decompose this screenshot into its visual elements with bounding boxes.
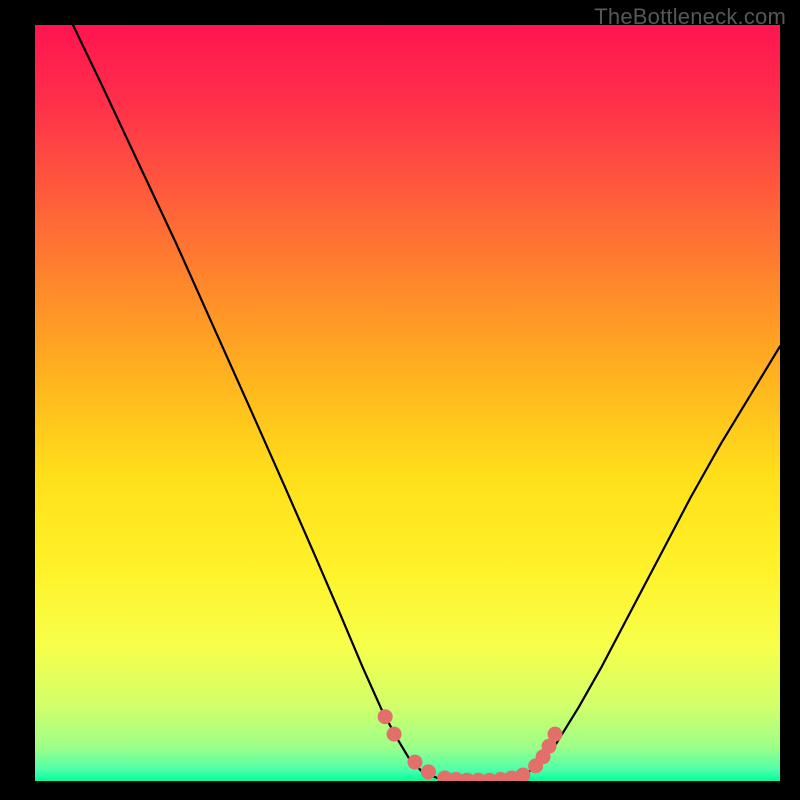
bottleneck-curve: [73, 25, 780, 781]
marker-dot: [421, 764, 436, 779]
watermark-text: TheBottleneck.com: [594, 4, 786, 30]
stage: TheBottleneck.com: [0, 0, 800, 800]
marker-dot: [407, 755, 422, 770]
marker-dot: [387, 727, 402, 742]
marker-group: [378, 709, 563, 781]
plot-frame: [35, 25, 780, 781]
marker-dot: [378, 709, 393, 724]
marker-dot: [548, 727, 563, 742]
marker-dot: [515, 767, 530, 781]
plot-svg: [35, 25, 780, 781]
